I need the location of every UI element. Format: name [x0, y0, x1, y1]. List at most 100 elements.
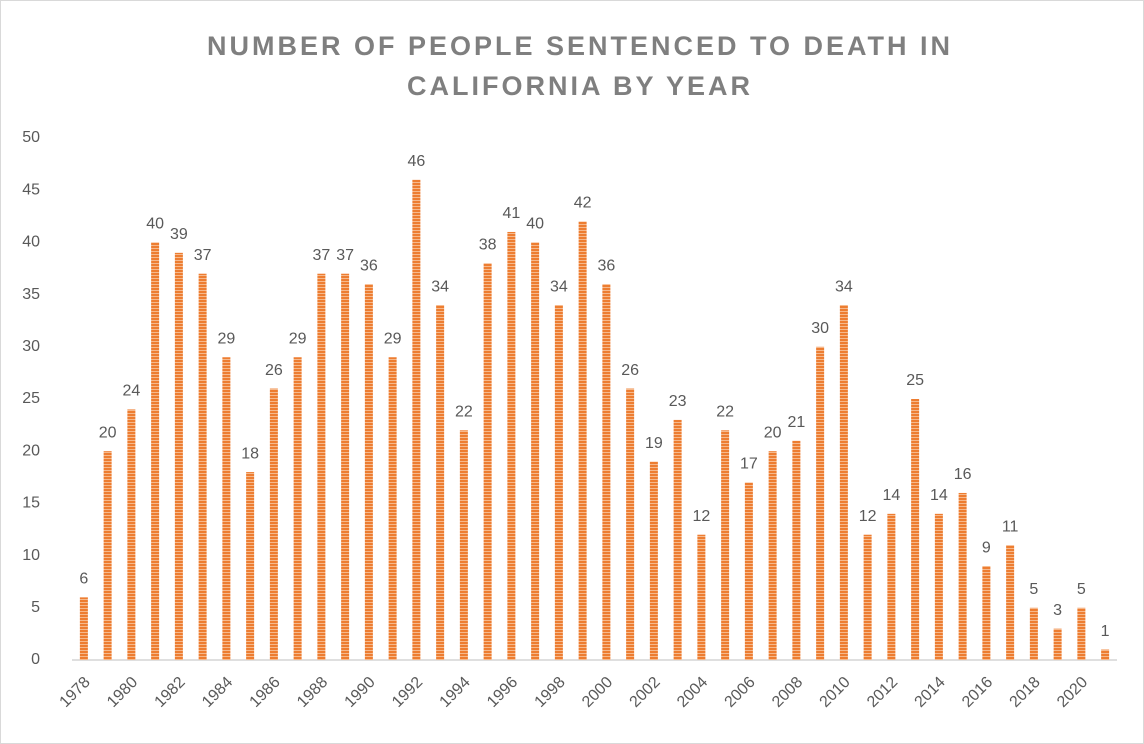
bar — [436, 305, 445, 660]
data-label: 29 — [289, 330, 307, 347]
data-label: 20 — [99, 424, 117, 441]
data-label: 1 — [1101, 623, 1110, 640]
y-tick-label: 10 — [22, 547, 40, 564]
bar — [649, 461, 658, 660]
data-label: 14 — [930, 487, 948, 504]
bar — [982, 566, 991, 660]
bar — [1053, 628, 1062, 660]
y-tick-label: 0 — [31, 651, 40, 668]
y-tick-label: 50 — [22, 129, 40, 146]
data-label: 34 — [550, 278, 568, 295]
data-label: 40 — [146, 216, 164, 233]
bar — [388, 357, 397, 660]
data-label: 26 — [621, 362, 639, 379]
bar — [721, 430, 730, 660]
bar — [626, 388, 635, 660]
data-label: 40 — [526, 216, 544, 233]
bar — [958, 492, 967, 660]
data-label: 19 — [645, 435, 663, 452]
data-label: 12 — [859, 508, 877, 525]
bar — [1006, 545, 1015, 660]
bar — [792, 440, 801, 660]
data-label: 18 — [241, 445, 259, 462]
bar — [341, 273, 350, 660]
data-label: 5 — [1029, 581, 1038, 598]
data-label: 24 — [122, 383, 140, 400]
y-tick-label: 30 — [22, 338, 40, 355]
data-label: 41 — [502, 205, 520, 222]
bar — [531, 242, 540, 660]
data-label: 11 — [1002, 518, 1019, 535]
bar — [768, 451, 777, 660]
bar — [744, 482, 753, 660]
data-label: 14 — [882, 487, 900, 504]
data-label: 46 — [407, 153, 425, 170]
data-label: 34 — [835, 278, 853, 295]
bar — [673, 419, 682, 660]
bar — [578, 221, 587, 660]
bar — [103, 451, 112, 660]
y-tick-label: 25 — [22, 390, 40, 407]
bar — [222, 357, 231, 660]
bar — [816, 346, 825, 660]
data-label: 20 — [764, 424, 782, 441]
bar — [934, 513, 943, 660]
bar — [697, 534, 706, 660]
bar — [151, 242, 160, 660]
data-label: 37 — [194, 247, 212, 264]
data-label: 25 — [906, 372, 924, 389]
bar — [79, 597, 88, 660]
y-tick-label: 20 — [22, 442, 40, 459]
data-label: 23 — [669, 393, 687, 410]
bar — [459, 430, 468, 660]
data-label: 42 — [574, 195, 592, 212]
y-tick-label: 5 — [31, 599, 40, 616]
data-label: 29 — [384, 330, 402, 347]
data-label: 37 — [336, 247, 354, 264]
data-label: 39 — [170, 226, 188, 243]
data-label: 22 — [455, 404, 473, 421]
bar — [198, 273, 207, 660]
data-label: 16 — [954, 466, 972, 483]
chart-title: CALIFORNIA BY YEAR — [407, 71, 753, 101]
y-tick-label: 15 — [22, 495, 40, 512]
bar — [483, 263, 492, 660]
data-label: 5 — [1077, 581, 1086, 598]
bar — [364, 284, 373, 660]
data-label: 6 — [79, 571, 88, 588]
data-label: 9 — [982, 539, 991, 556]
data-label: 29 — [217, 330, 235, 347]
bar — [269, 388, 278, 660]
y-tick-label: 35 — [22, 286, 40, 303]
bar — [293, 357, 302, 660]
bar — [246, 472, 255, 660]
bar — [1029, 607, 1038, 660]
data-label: 12 — [692, 508, 710, 525]
bar — [507, 231, 516, 660]
data-label: 34 — [431, 278, 449, 295]
data-label: 26 — [265, 362, 283, 379]
bar — [1101, 649, 1110, 660]
data-label: 38 — [479, 236, 497, 253]
bar — [839, 305, 848, 660]
bar — [554, 305, 563, 660]
data-label: 22 — [716, 404, 734, 421]
data-label: 36 — [597, 257, 615, 274]
bar — [602, 284, 611, 660]
bar — [911, 399, 920, 660]
bar — [317, 273, 326, 660]
data-label: 17 — [740, 456, 758, 473]
y-tick-label: 40 — [22, 234, 40, 251]
data-label: 3 — [1053, 602, 1062, 619]
data-label: 30 — [811, 320, 829, 337]
bar — [1077, 607, 1086, 660]
data-label: 36 — [360, 257, 378, 274]
chart-title: NUMBER OF PEOPLE SENTENCED TO DEATH IN — [207, 31, 953, 61]
bar — [174, 252, 183, 660]
y-tick-label: 45 — [22, 181, 40, 198]
data-label: 21 — [787, 414, 805, 431]
bar — [412, 179, 421, 660]
bar — [863, 534, 872, 660]
